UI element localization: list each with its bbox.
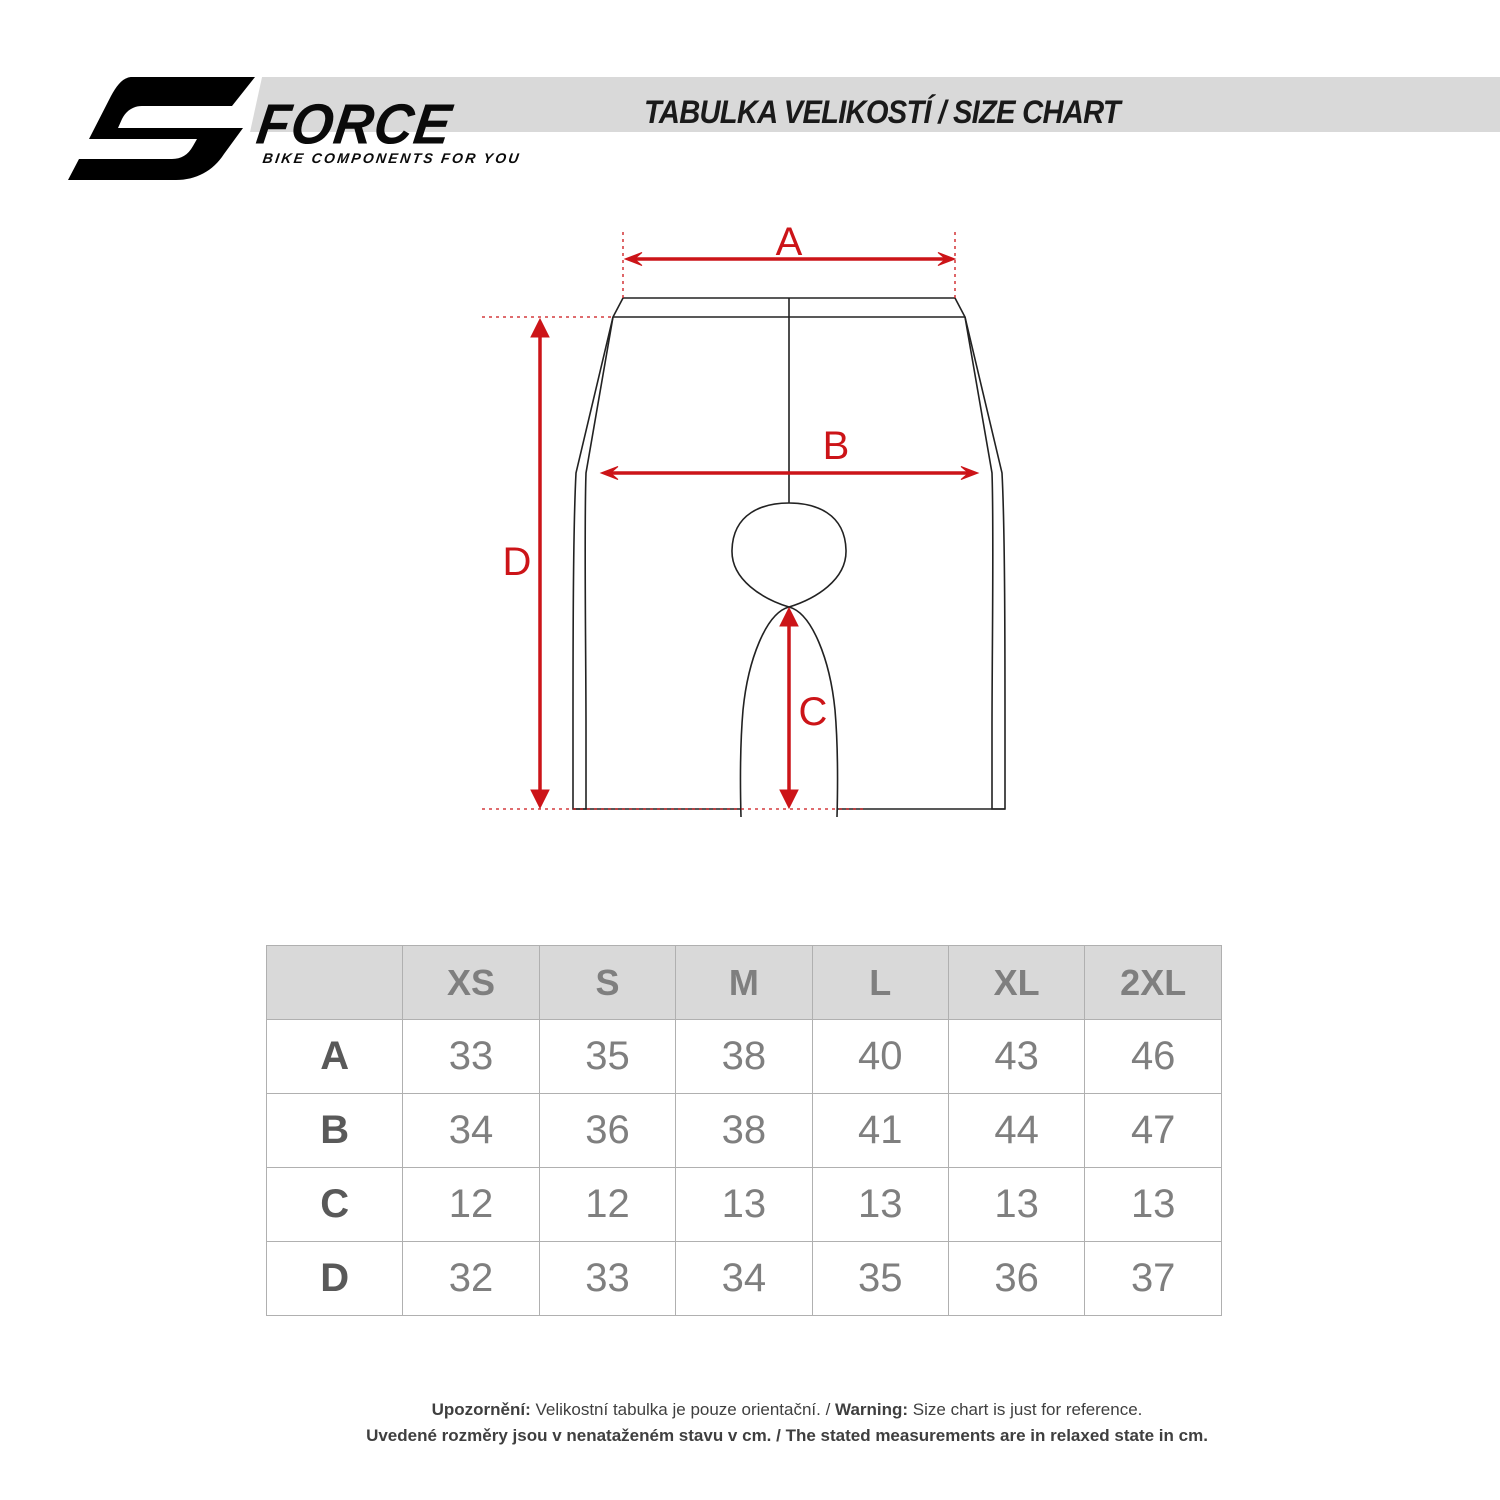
svg-text:B: B xyxy=(823,424,850,468)
svg-text:D: D xyxy=(503,540,532,584)
svg-text:C: C xyxy=(799,690,828,734)
svg-text:A: A xyxy=(776,220,803,264)
